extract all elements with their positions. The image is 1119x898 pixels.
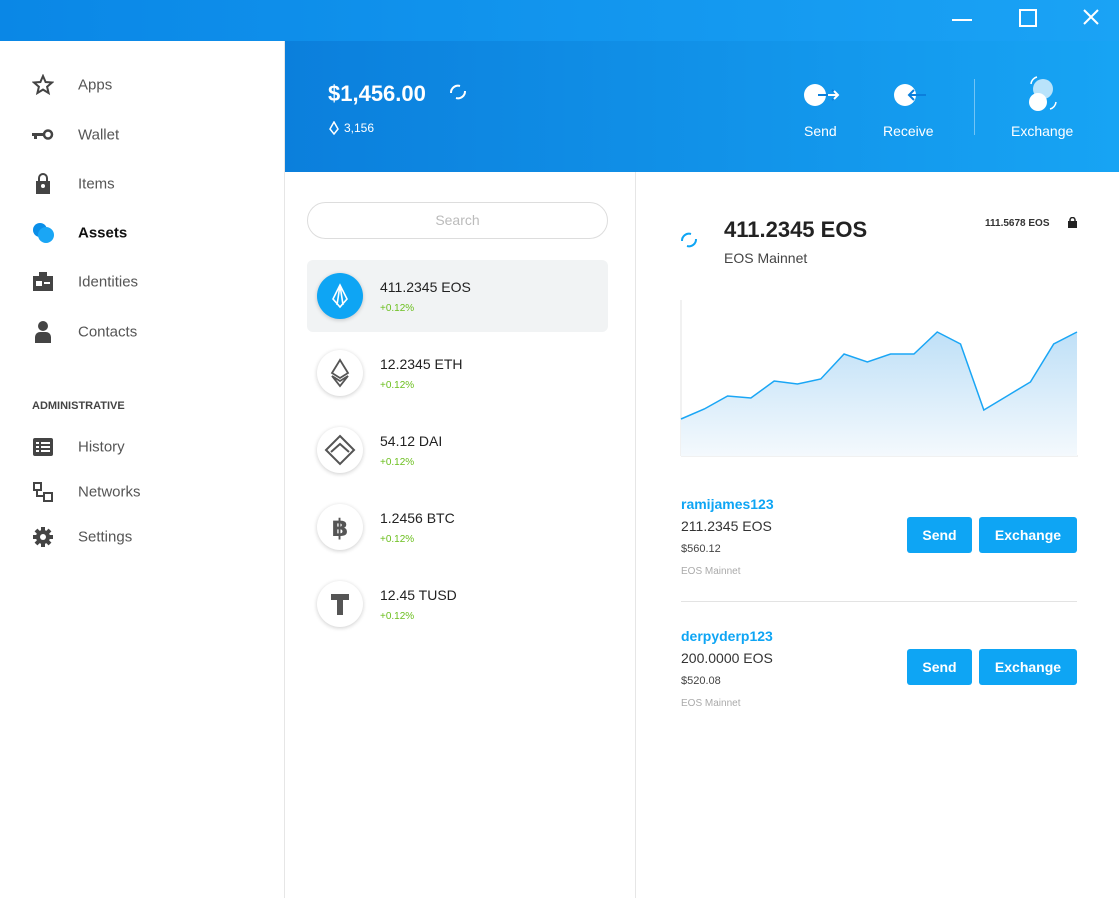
nav-item[interactable]: Networks	[78, 483, 141, 501]
asset-change: +0.12%	[380, 303, 415, 314]
send-button[interactable]: Send	[907, 517, 972, 553]
networks-icon	[33, 482, 53, 502]
asset-change: +0.12%	[380, 534, 415, 545]
send-icon[interactable]	[800, 80, 840, 110]
nav-item[interactable]: Assets	[78, 224, 128, 242]
refresh-icon[interactable]	[679, 229, 699, 251]
nav-item[interactable]: Items	[78, 175, 115, 193]
account-name: ramijames123	[681, 496, 774, 512]
exchange-button[interactable]: Exchange	[979, 649, 1077, 685]
locked-amount: 111.5678 EOS	[985, 218, 1050, 229]
asset-row[interactable]: 54.12 DAI +0.12%	[307, 414, 608, 486]
header-action[interactable]: Exchange	[1011, 123, 1074, 139]
account-fiat: $520.08	[681, 675, 721, 687]
asset-change: +0.12%	[380, 611, 415, 622]
asset-amount: 12.2345 ETH	[380, 356, 463, 372]
coin-icon	[317, 427, 363, 473]
coin-icon: ฿	[317, 504, 363, 550]
account-balance: 211.2345 EOS	[681, 518, 772, 534]
nav-item[interactable]: Wallet	[78, 126, 120, 144]
detail-amount: 411.2345 EOS	[724, 217, 868, 242]
search-placeholder: Search	[435, 212, 480, 228]
asset-row[interactable]: 411.2345 EOS +0.12%	[307, 260, 608, 332]
items-icon	[36, 173, 50, 194]
account-fiat: $560.12	[681, 543, 721, 555]
asset-amount: 411.2345 EOS	[380, 279, 471, 295]
section-label: ADMINISTRATIVE	[32, 400, 125, 412]
history-icon	[33, 438, 53, 456]
lock-icon	[1068, 217, 1077, 228]
header-action[interactable]: Receive	[883, 123, 934, 139]
window-controls	[952, 9, 1099, 27]
send-button[interactable]: Send	[907, 649, 972, 685]
asset-row[interactable]: 12.2345 ETH +0.12%	[307, 337, 608, 409]
button-label: Exchange	[994, 659, 1062, 675]
button-label: Send	[922, 659, 957, 675]
account-name: derpyderp123	[681, 628, 773, 644]
maximize[interactable]	[1019, 9, 1037, 27]
asset-change: +0.12%	[380, 457, 415, 468]
apps-icon	[32, 74, 54, 96]
nav-item[interactable]: Identities	[78, 273, 139, 291]
search-input[interactable]: Search	[307, 202, 608, 239]
receive-icon[interactable]	[890, 80, 930, 110]
detail-network: EOS Mainnet	[724, 250, 808, 266]
coin-icon	[317, 350, 363, 396]
separator	[681, 601, 1077, 602]
wallet-icon	[32, 129, 54, 140]
token-icon	[329, 121, 339, 135]
sidebar	[0, 41, 285, 898]
nav-item[interactable]: History	[78, 438, 125, 456]
nav-item[interactable]: Contacts	[78, 323, 138, 341]
asset-list-panel: Search 411.2345 EOS +0.12% 12.2345 ETH +0.…	[285, 172, 636, 898]
asset-amount: 1.2456 BTC	[380, 510, 455, 526]
account-balance: 200.0000 EOS	[681, 650, 773, 666]
asset-amount: 12.45 TUSD	[380, 587, 457, 603]
token-count: 3,156	[344, 121, 375, 135]
contacts-icon	[35, 321, 51, 343]
button-label: Exchange	[994, 527, 1062, 543]
header: $1,456.00 3,156 Send Receive Exchange	[285, 41, 1119, 172]
svg-text:฿: ฿	[332, 514, 349, 542]
close[interactable]	[1083, 9, 1099, 25]
divider	[974, 79, 975, 135]
exchange-button[interactable]: Exchange	[979, 517, 1077, 553]
sparkline	[680, 300, 1078, 457]
coin-icon	[317, 273, 363, 319]
account-network: EOS Mainnet	[681, 566, 741, 577]
account-network: EOS Mainnet	[681, 698, 741, 709]
header-action[interactable]: Send	[804, 123, 837, 139]
asset-row[interactable]: ฿ 1.2456 BTC +0.12%	[307, 491, 608, 563]
nav-item[interactable]: Apps	[78, 76, 113, 94]
balance: $1,456.00	[328, 81, 426, 106]
sparkline-area	[681, 332, 1077, 456]
assets-icon	[33, 223, 54, 243]
settings-icon	[33, 527, 53, 547]
title-bar	[0, 0, 1119, 41]
coin-icon	[317, 581, 363, 627]
button-label: Send	[922, 527, 957, 543]
identities-icon	[33, 272, 53, 291]
asset-row[interactable]: 12.45 TUSD +0.12%	[307, 568, 608, 640]
refresh-icon[interactable]	[447, 81, 469, 103]
asset-change: +0.12%	[380, 380, 415, 391]
nav-item[interactable]: Settings	[78, 528, 133, 546]
sparkline-line	[680, 331, 1078, 420]
exchange-icon[interactable]	[1023, 74, 1063, 118]
asset-amount: 54.12 DAI	[380, 433, 443, 449]
